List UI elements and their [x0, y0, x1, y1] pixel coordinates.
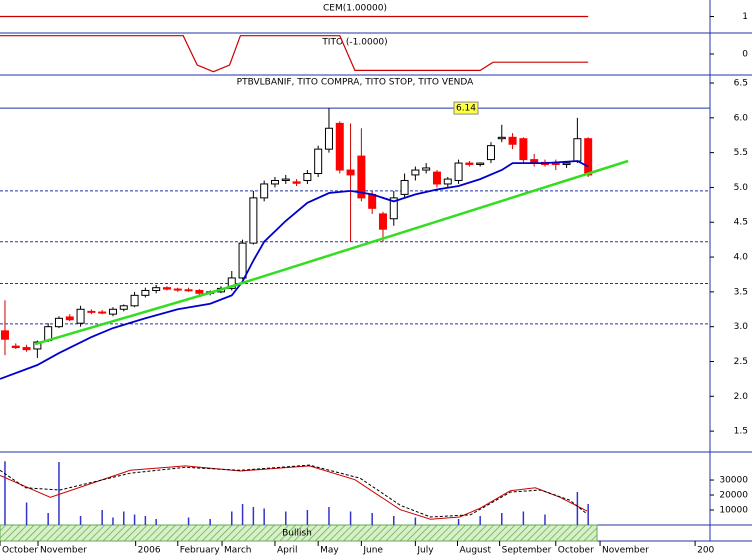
candle-body [443, 178, 452, 185]
candle-body [184, 289, 193, 292]
candle-body [0, 330, 9, 340]
x-tick-label: September [502, 546, 552, 556]
candle-body [454, 162, 463, 181]
panel-title: CEM(1.00000) [323, 4, 387, 14]
level-label: 6.14 [456, 104, 476, 114]
candle-body [335, 122, 344, 171]
candle-body [573, 138, 582, 162]
candle-body [486, 145, 495, 161]
y-tick-label: 4.0 [734, 253, 749, 263]
y-tick-label: 1 [742, 12, 748, 22]
candle-body [281, 178, 290, 181]
y-tick-label: 10000 [719, 506, 748, 516]
series-line [0, 464, 588, 518]
candle-body [119, 305, 128, 310]
candle-body [195, 289, 204, 294]
level-tag [453, 101, 479, 115]
candle-body [65, 316, 74, 321]
x-tick-label: November [602, 546, 649, 556]
y-tick-label: 1.5 [734, 427, 748, 437]
series-line [0, 465, 588, 520]
candle-body [324, 127, 333, 150]
candle-body [519, 138, 528, 161]
candle-body [378, 213, 387, 230]
candle-body [584, 138, 593, 176]
x-tick-label: October [2, 546, 38, 556]
candle-body [22, 347, 31, 351]
candle-body [422, 167, 431, 171]
panel-title: PTBVLBANIF, TITO COMPRA, TITO STOP, TITO… [237, 78, 475, 88]
candle-body [476, 162, 485, 165]
candle-body [314, 148, 323, 175]
candle-body [108, 308, 117, 315]
series-line [0, 35, 589, 73]
signal-label: Bullish [282, 529, 312, 539]
y-tick-label: 0 [742, 50, 748, 60]
x-tick-label: April [277, 546, 298, 556]
candle-body [292, 181, 301, 184]
candle-body [162, 287, 171, 290]
candle-body [238, 242, 247, 279]
y-tick-label: 6.0 [734, 113, 749, 123]
signal-bar [0, 524, 598, 542]
candle-body [141, 289, 150, 296]
candle-body [465, 162, 474, 165]
candle-body [389, 197, 398, 220]
x-tick-label: October [558, 546, 594, 556]
y-tick-label: 2.5 [734, 357, 748, 367]
candle-body [98, 311, 107, 314]
candle-body [270, 179, 279, 185]
y-tick-label: 5.0 [734, 183, 749, 193]
candle-body [249, 197, 258, 244]
candle-body [11, 345, 20, 349]
candle-body [76, 308, 85, 324]
y-tick-label: 2.0 [734, 392, 749, 402]
candle-body [411, 169, 420, 176]
candle-body [562, 162, 571, 165]
candle-body [368, 193, 377, 209]
x-tick-label: July [416, 546, 434, 556]
y-tick-label: 20000 [719, 491, 748, 501]
y-tick-label: 5.5 [734, 148, 748, 158]
candle-body [54, 317, 63, 328]
candle-body [400, 179, 409, 195]
y-tick-label: 4.5 [734, 218, 748, 228]
y-tick-label: 3.5 [734, 287, 748, 297]
series-line [0, 160, 589, 380]
candle-body [33, 341, 42, 350]
candle-body [497, 136, 506, 140]
y-tick-label: 6.5 [734, 79, 748, 89]
candle-body [130, 294, 139, 307]
candle-body [346, 169, 355, 176]
candle-body [303, 173, 312, 181]
candle-body [227, 277, 236, 289]
x-tick-label: June [362, 546, 383, 556]
x-tick-label: 2006 [138, 546, 161, 556]
panel-title: TITO (-1.0000) [321, 38, 387, 48]
candle-body [508, 136, 517, 145]
y-tick-label: 30000 [719, 476, 748, 486]
x-tick-label: May [320, 546, 339, 556]
candle-body [432, 171, 441, 185]
candle-body [357, 155, 366, 199]
x-tick-label: 200 [697, 546, 714, 556]
x-tick-label: August [459, 546, 491, 556]
x-tick-label: February [180, 546, 221, 556]
candle-body [173, 288, 182, 291]
candle-body [87, 310, 96, 313]
candle-body [260, 183, 269, 199]
x-tick-label: November [40, 546, 87, 556]
series-line [34, 159, 629, 346]
y-tick-label: 3.0 [734, 322, 749, 332]
x-tick-label: March [224, 546, 251, 556]
candle-body [152, 287, 161, 291]
